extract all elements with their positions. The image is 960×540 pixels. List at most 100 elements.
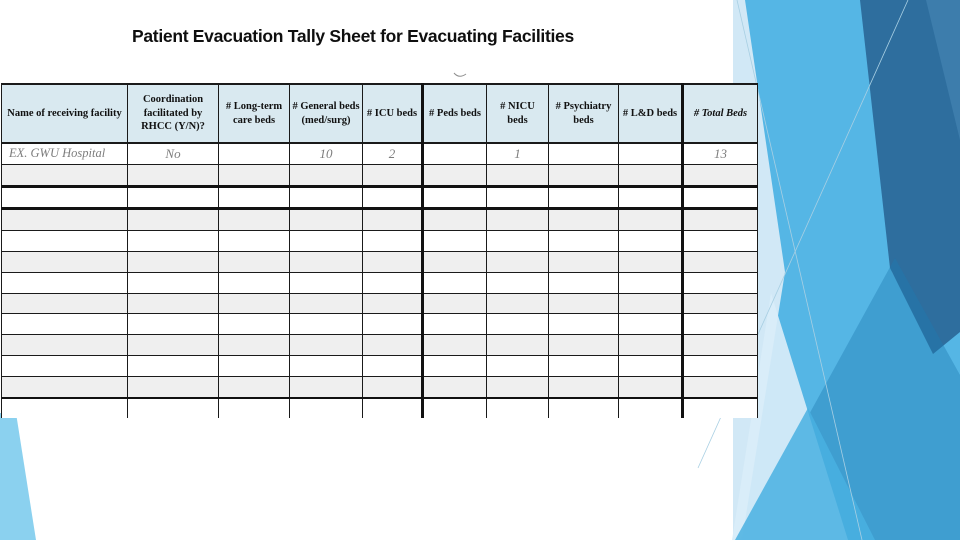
table-cell: [362, 208, 424, 232]
column-header: # Psychiatry beds: [548, 83, 619, 144]
table-cell: [486, 313, 549, 336]
table-cell: [486, 163, 549, 188]
table-cell: 10: [289, 142, 363, 165]
table-cell: [127, 185, 219, 211]
table-cell: [618, 375, 684, 399]
table-cell: 13: [682, 142, 758, 165]
table-cell: [289, 397, 363, 419]
table-cell: [1, 292, 128, 315]
table-cell: [1, 163, 128, 188]
table-cell: [548, 230, 619, 252]
table-cell: [218, 163, 290, 188]
table-cell: [218, 375, 290, 399]
table-cell: [486, 230, 549, 252]
table-cell: [362, 271, 424, 294]
table-cell: [362, 185, 424, 211]
table-cell: 1: [486, 142, 549, 165]
table-cell: [1, 375, 128, 399]
column-header: # L&D beds: [618, 83, 684, 144]
table-cell: [548, 375, 619, 399]
cropped-text-artifact: [452, 67, 468, 85]
table-cell: [218, 313, 290, 336]
table-cell: [127, 354, 219, 377]
table-cell: [486, 185, 549, 211]
table-cell: [362, 334, 424, 356]
table-cell: [1, 354, 128, 377]
table-cell: [618, 208, 684, 232]
table-cell: [362, 292, 424, 315]
table-cell: [289, 230, 363, 252]
table-cell: [548, 313, 619, 336]
table-cell: [548, 397, 619, 419]
table-row: [1, 354, 758, 377]
table-cell: [682, 292, 758, 315]
tally-sheet: Name of receiving facility Coordination f…: [1, 83, 758, 419]
table-cell: [1, 334, 128, 356]
decor-hairline-1: [736, 0, 863, 540]
column-header: # General beds (med/surg): [289, 83, 363, 144]
table-row: [1, 185, 758, 211]
table-cell: [127, 375, 219, 399]
table-cell: [362, 375, 424, 399]
table-cell: [1, 208, 128, 232]
table-cell: [618, 271, 684, 294]
table-cell: [548, 185, 619, 211]
table-cell: [422, 250, 487, 273]
table-cell: [682, 230, 758, 252]
column-header: Name of receiving facility: [1, 83, 128, 144]
table-cell: [486, 397, 549, 419]
table-cell: [289, 250, 363, 273]
table-cell: [1, 313, 128, 336]
table-cell: [682, 334, 758, 356]
table-cell: [422, 313, 487, 336]
table-cell: [618, 334, 684, 356]
table-cell: [548, 163, 619, 188]
table-cell: [218, 271, 290, 294]
decor-bright-low-triangle: [735, 408, 875, 540]
table-cell: [618, 230, 684, 252]
table-cell: [682, 185, 758, 211]
table-cell: [486, 208, 549, 232]
table-row: [1, 208, 758, 232]
table-cell: [362, 230, 424, 252]
table-cell: [682, 354, 758, 377]
table-cell: [127, 230, 219, 252]
table-cell: [618, 313, 684, 336]
table-row: [1, 397, 758, 419]
table-cell: [218, 185, 290, 211]
table-cell: [127, 334, 219, 356]
table-row: [1, 230, 758, 252]
table-cell: [1, 230, 128, 252]
table-cell: [218, 354, 290, 377]
table-cell: 2: [362, 142, 424, 165]
table-row: [1, 271, 758, 294]
table-cell: [486, 271, 549, 294]
table-cell: [682, 313, 758, 336]
table-cell: [289, 354, 363, 377]
table-cell: [618, 142, 684, 165]
table-row: [1, 163, 758, 188]
table-row: [1, 375, 758, 399]
table-cell: [218, 208, 290, 232]
table-cell: [218, 230, 290, 252]
table-cell: [618, 354, 684, 377]
table-cell: [548, 292, 619, 315]
table-cell: [127, 208, 219, 232]
table-cell: [486, 250, 549, 273]
table-cell: [682, 397, 758, 419]
table-cell: [422, 185, 487, 211]
table-header: Name of receiving facility Coordination f…: [1, 83, 758, 144]
table-cell: [218, 334, 290, 356]
table-cell: [1, 185, 128, 211]
table-cell: [289, 208, 363, 232]
table-cell: [422, 208, 487, 232]
table-cell: [1, 397, 128, 419]
tally-table: Name of receiving facility Coordination f…: [1, 83, 758, 419]
table-cell: [127, 163, 219, 188]
table-cell: [422, 271, 487, 294]
table-cell: [422, 292, 487, 315]
table-cell: [1, 271, 128, 294]
table-cell: [422, 334, 487, 356]
table-cell: [548, 271, 619, 294]
